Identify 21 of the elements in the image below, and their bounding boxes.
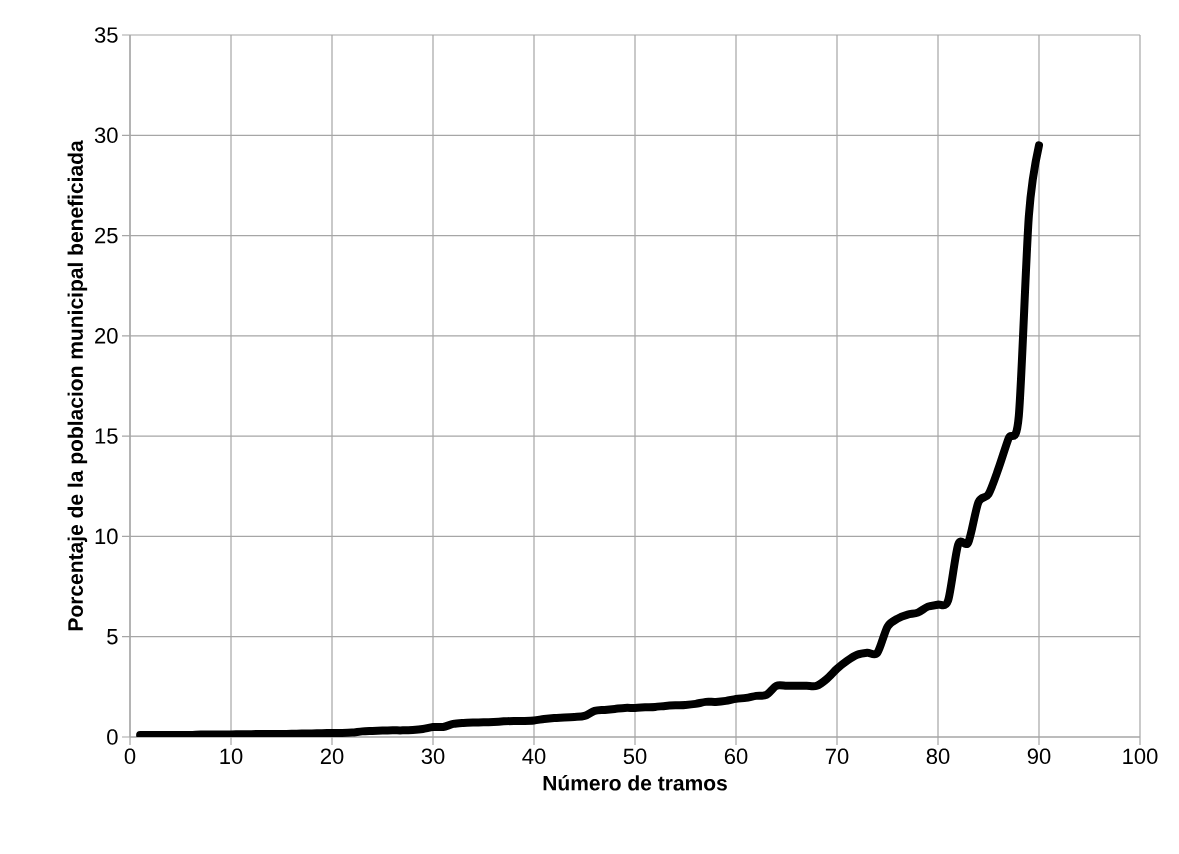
x-tick-label: 0	[124, 748, 136, 765]
x-tick-label: 40	[522, 748, 546, 765]
y-tick-label: 15	[95, 428, 118, 444]
y-tick-label: 0	[107, 729, 118, 745]
y-tick-label: 5	[107, 629, 118, 645]
x-tick-label: 80	[926, 748, 950, 765]
x-tick-label: 60	[724, 748, 748, 765]
x-tick-label: 50	[623, 748, 647, 765]
x-axis-title: Número de tramos	[543, 774, 727, 791]
y-tick-label: 25	[95, 227, 118, 244]
x-tick-label: 10	[220, 748, 243, 765]
x-tick-label: 30	[421, 748, 445, 765]
y-tick-label: 20	[95, 328, 118, 344]
x-tick-label: 90	[1027, 748, 1051, 765]
x-tick-label: 20	[320, 748, 344, 765]
y-axis-title: Porcentaje de la poblacion municipal beneficiada	[67, 140, 88, 631]
x-tick-label: 70	[825, 748, 849, 765]
y-tick-label: 35	[94, 27, 118, 43]
y-tick-label: 30	[94, 127, 118, 144]
x-tick-label: 100	[1123, 748, 1158, 765]
y-tick-label: 10	[95, 528, 118, 545]
